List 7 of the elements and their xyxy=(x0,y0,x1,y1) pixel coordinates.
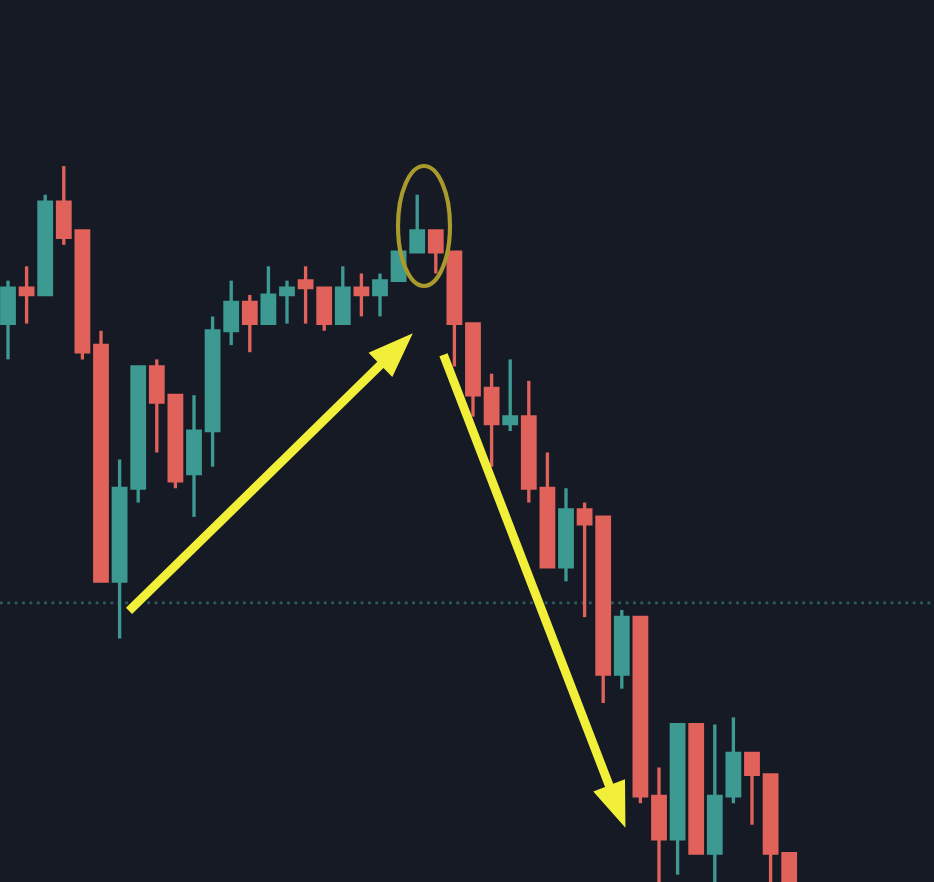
candlestick xyxy=(334,264,351,326)
candlestick xyxy=(0,278,16,362)
candlestick xyxy=(502,357,519,433)
candlestick xyxy=(353,271,370,319)
candlestick xyxy=(18,264,35,326)
candlestick xyxy=(241,293,258,354)
candlestick xyxy=(427,228,444,276)
